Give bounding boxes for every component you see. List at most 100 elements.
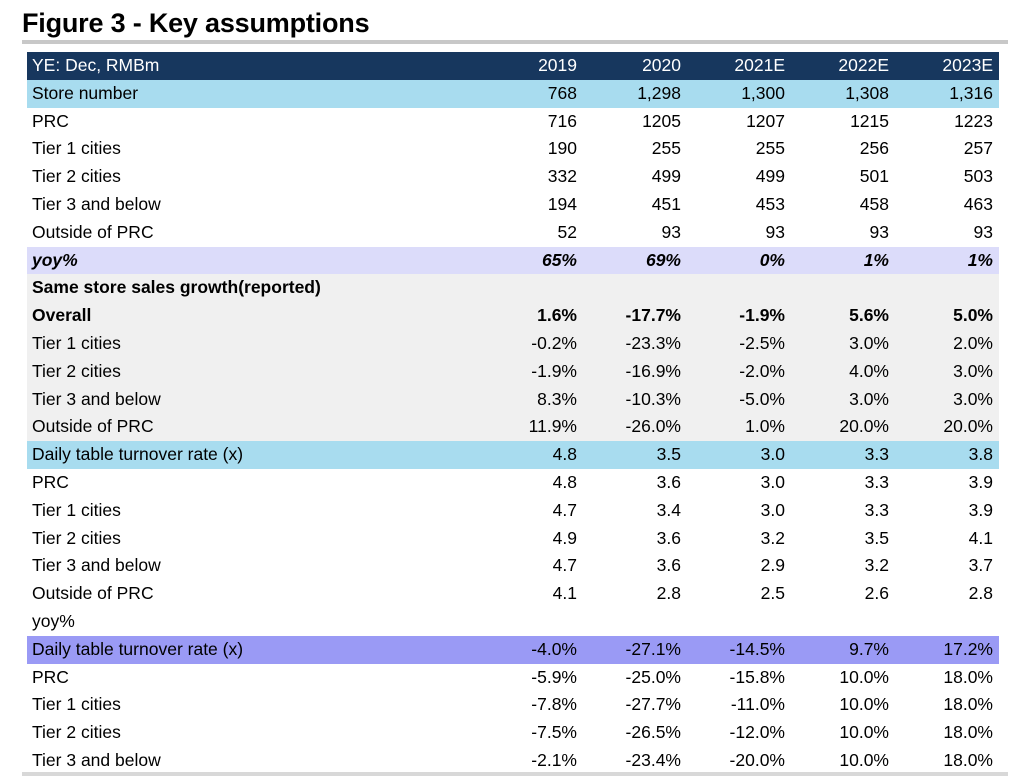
cell-value: 257 — [963, 138, 993, 159]
cell-value: -7.8% — [531, 694, 577, 715]
cell-value: -15.8% — [729, 666, 785, 687]
cell-value: 11.9% — [471, 413, 583, 442]
cell-value: 1% — [895, 246, 999, 275]
table-row: PRC -5.9% -25.0% -15.8% 10.0% 18.0% — [27, 664, 999, 692]
table-row: Tier 2 cities -7.5% -26.5% -12.0% 10.0% 18.0% — [27, 719, 999, 747]
table-row: Overall 1.6% -17.7% -1.9% 5.6% 5.0% — [27, 302, 999, 330]
cell-value — [791, 608, 895, 636]
cell-value: 3.9 — [968, 499, 993, 520]
cell-value — [471, 274, 583, 303]
cell-value: -4.0% — [471, 635, 583, 664]
cell-value: -26.5% — [625, 722, 681, 743]
cell-value: 2.0% — [895, 329, 999, 358]
cell-value: 3.0 — [760, 471, 785, 492]
cell-value: 65% — [471, 246, 583, 275]
cell-value: 3.6 — [656, 471, 681, 492]
cell-value: 18.0% — [943, 694, 993, 715]
cell-value: 4.9 — [552, 527, 577, 548]
row-label: Tier 1 cities — [32, 499, 121, 520]
cell-value: 2.9 — [760, 555, 785, 576]
row-label: Tier 1 cities — [32, 138, 121, 159]
table-row: Tier 3 and below 8.3% -10.3% -5.0% 3.0% 3.0% — [27, 385, 999, 414]
cell-value: -27.7% — [625, 694, 681, 715]
cell-value: 3.5 — [583, 441, 687, 469]
cell-value — [895, 274, 999, 303]
cell-value — [791, 274, 895, 303]
cell-value: 3.8 — [895, 441, 999, 469]
table-row: Tier 2 cities -1.9% -16.9% -2.0% 4.0% 3.0% — [27, 357, 999, 386]
cell-value: 503 — [963, 166, 993, 187]
cell-value: 93 — [869, 221, 889, 242]
table-row: Tier 1 cities 4.7 3.4 3.0 3.3 3.9 — [27, 497, 999, 525]
cell-value: 3.3 — [791, 441, 895, 469]
cell-value: 4.7 — [552, 499, 577, 520]
cell-value: 4.1 — [968, 527, 993, 548]
cell-value: 0% — [687, 246, 791, 275]
table-row: Tier 1 cities -7.8% -27.7% -11.0% 10.0% 18.0% — [27, 691, 999, 719]
cell-value: -11.0% — [730, 694, 785, 715]
cell-value: 458 — [859, 193, 889, 214]
row-label: Tier 3 and below — [32, 193, 161, 214]
cell-value: 4.8 — [471, 441, 583, 469]
cell-value: 20.0% — [895, 413, 999, 442]
cell-value: -23.3% — [583, 329, 687, 358]
cell-value: 93 — [765, 221, 785, 242]
row-label: PRC — [32, 666, 69, 687]
cell-value: -2.0% — [687, 357, 791, 386]
cell-value: 256 — [859, 138, 889, 159]
cell-value: -25.0% — [625, 666, 681, 687]
cell-value: -26.0% — [583, 413, 687, 442]
row-label: Daily table turnover rate (x) — [27, 635, 471, 664]
cell-value: 69% — [583, 246, 687, 275]
cell-value: 3.5 — [864, 527, 889, 548]
cell-value: 1205 — [642, 110, 681, 131]
header-cell: 2020 — [583, 52, 687, 80]
cell-value: -10.3% — [583, 385, 687, 414]
cell-value: 3.0 — [687, 441, 791, 469]
cell-value: 255 — [755, 138, 785, 159]
cell-value: 3.9 — [968, 471, 993, 492]
cell-value: -14.5% — [687, 635, 791, 664]
cell-value: -7.5% — [531, 722, 577, 743]
cell-value: 3.4 — [656, 499, 681, 520]
cell-value: -16.9% — [583, 357, 687, 386]
table-row: Outside of PRC 11.9% -26.0% 1.0% 20.0% 20.0% — [27, 413, 999, 442]
cell-value: 3.2 — [864, 555, 889, 576]
cell-value: 1207 — [746, 110, 785, 131]
cell-value: -1.9% — [471, 357, 583, 386]
cell-value: 5.6% — [791, 302, 895, 330]
cell-value: -5.0% — [687, 385, 791, 414]
row-label: Tier 3 and below — [32, 555, 161, 576]
cell-value: -17.7% — [583, 302, 687, 330]
row-label: yoy% — [27, 246, 471, 275]
cell-value: 93 — [973, 221, 993, 242]
row-label: Tier 2 cities — [27, 357, 471, 386]
table-row: PRC 716 1205 1207 1215 1223 — [27, 108, 999, 136]
row-label: yoy% — [32, 610, 75, 631]
row-label: Tier 1 cities — [32, 694, 121, 715]
row-label: Tier 2 cities — [32, 527, 121, 548]
cell-value: 716 — [547, 110, 577, 131]
row-label: Store number — [27, 79, 471, 108]
cell-value: 3.0% — [895, 385, 999, 414]
table-row: Outside of PRC 52 93 93 93 93 — [27, 219, 999, 247]
cell-value: 20.0% — [791, 413, 895, 442]
row-label: PRC — [32, 110, 69, 131]
table-row: Tier 3 and below 194 451 453 458 463 — [27, 191, 999, 219]
cell-value: 1,300 — [687, 79, 791, 108]
table-row: Tier 2 cities 4.9 3.6 3.2 3.5 4.1 — [27, 525, 999, 553]
cell-value: 194 — [547, 193, 577, 214]
row-label: Tier 2 cities — [32, 166, 121, 187]
cell-value: 2.6 — [864, 583, 889, 604]
row-label: Daily table turnover rate (x) — [27, 441, 471, 469]
cell-value: 3.2 — [760, 527, 785, 548]
row-label: Tier 3 and below — [27, 385, 471, 414]
cell-value: 52 — [557, 221, 577, 242]
cell-value: 18.0% — [943, 722, 993, 743]
cell-value: 499 — [651, 166, 681, 187]
cell-value: 1223 — [954, 110, 993, 131]
cell-value: 93 — [661, 221, 681, 242]
cell-value: 190 — [547, 138, 577, 159]
header-cell: 2019 — [471, 52, 583, 80]
header-cell: 2022E — [791, 52, 895, 80]
